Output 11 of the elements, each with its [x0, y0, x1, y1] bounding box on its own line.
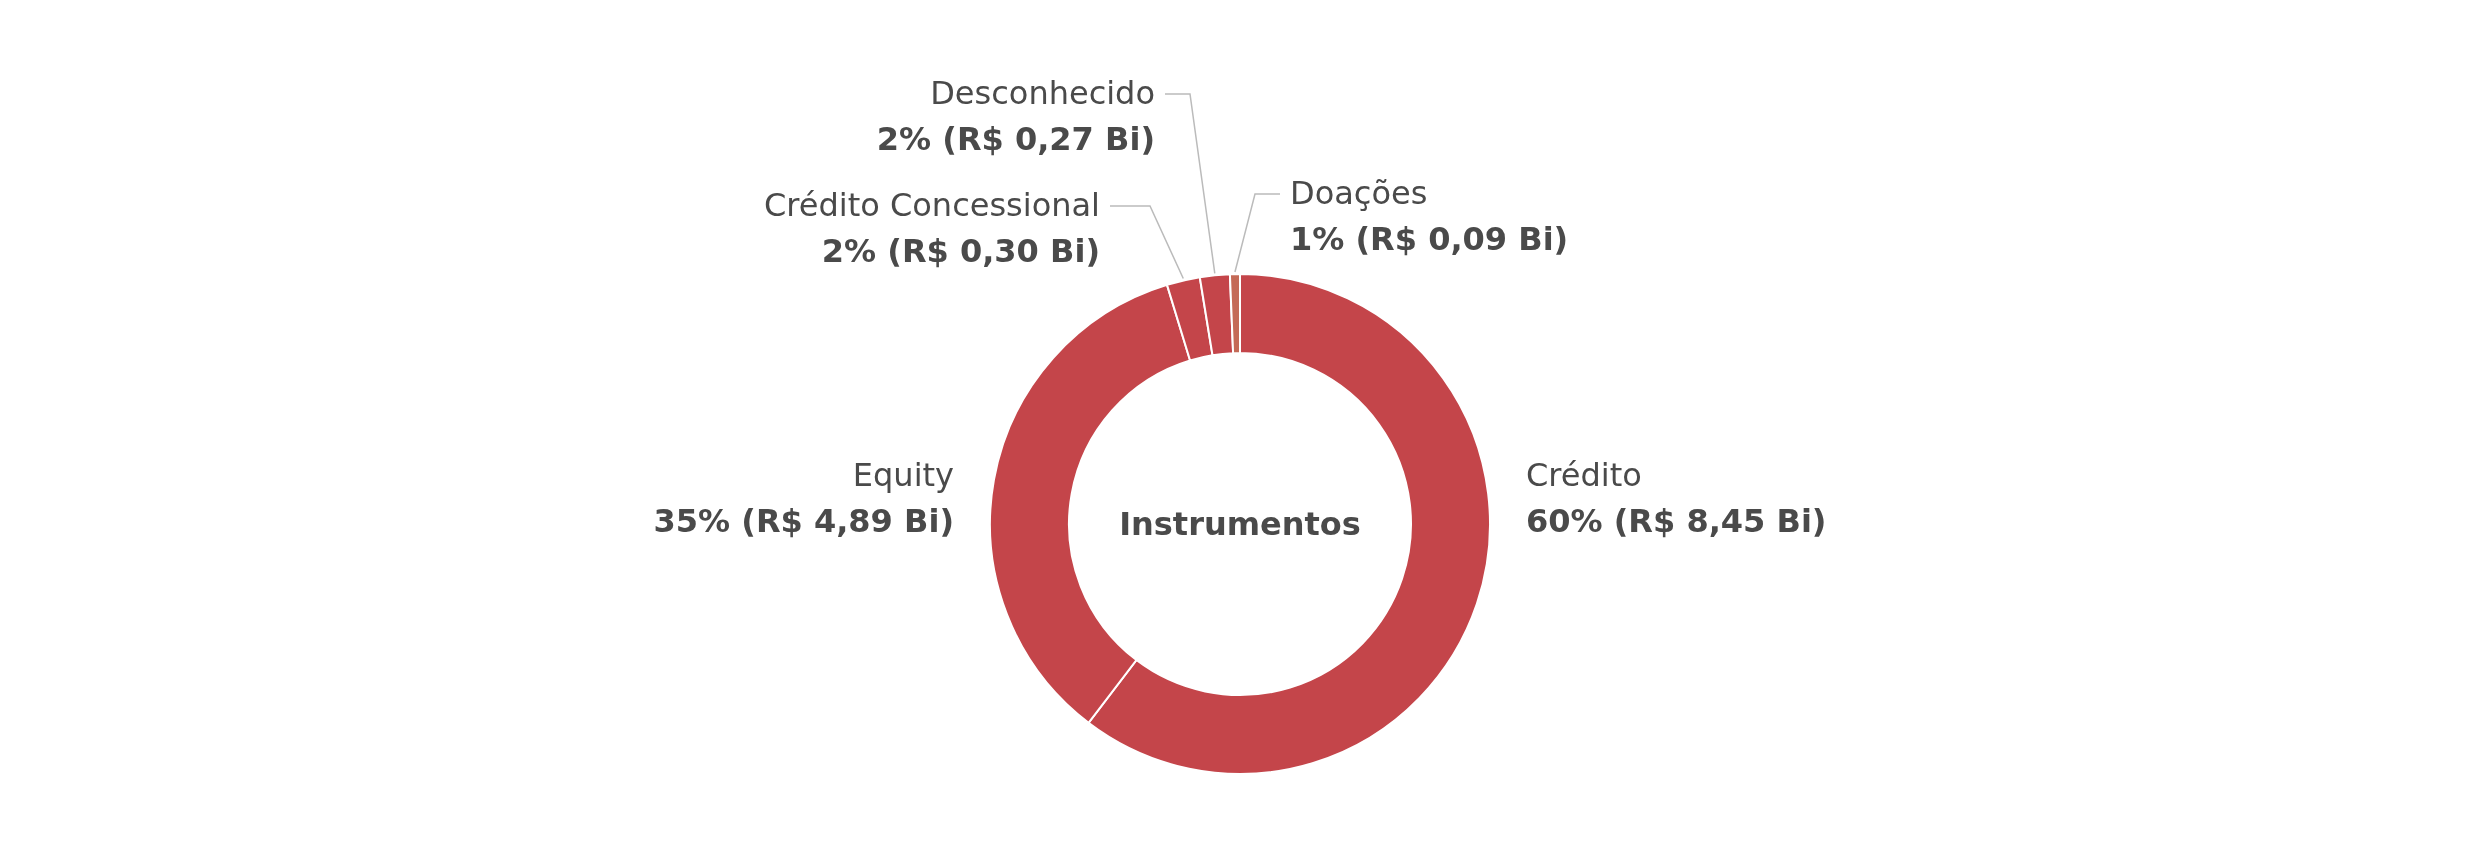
- data-label: 2% (R$ 0,27 Bi): [876, 120, 1155, 158]
- slice-label: Crédito: [1526, 456, 1642, 494]
- data-label: 1% (R$ 0,09 Bi): [1290, 220, 1569, 258]
- data-label: 2% (R$ 0,30 Bi): [821, 232, 1100, 270]
- slice-label: Crédito Concessional: [763, 186, 1100, 224]
- slice-label: Desconhecido: [930, 74, 1155, 112]
- slice-label: Equity: [852, 456, 954, 494]
- data-label: 35% (R$ 4,89 Bi): [653, 502, 954, 540]
- data-label: 60% (R$ 8,45 Bi): [1526, 502, 1827, 540]
- slice-label: Doações: [1290, 174, 1428, 212]
- text: Instrumentos: [1119, 505, 1361, 543]
